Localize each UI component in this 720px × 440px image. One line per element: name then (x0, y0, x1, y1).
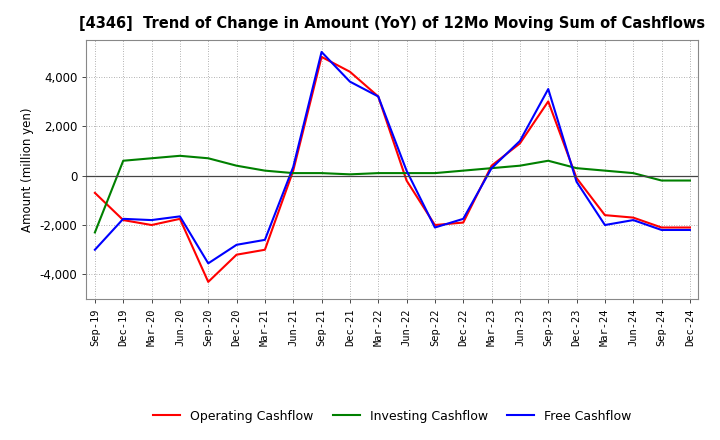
Operating Cashflow (91, 190, 99, 195)
Investing Cashflow (600, 168, 609, 173)
Operating Cashflow (176, 216, 184, 221)
Free Cashflow (374, 94, 382, 99)
Free Cashflow (459, 216, 467, 221)
Operating Cashflow (544, 99, 552, 104)
Free Cashflow (119, 216, 127, 221)
Investing Cashflow (431, 170, 439, 176)
Free Cashflow (91, 247, 99, 253)
Investing Cashflow (572, 165, 581, 171)
Investing Cashflow (91, 230, 99, 235)
Operating Cashflow (600, 213, 609, 218)
Operating Cashflow (459, 220, 467, 225)
Free Cashflow (233, 242, 241, 247)
Investing Cashflow (346, 172, 354, 177)
Free Cashflow (402, 168, 411, 173)
Operating Cashflow (119, 217, 127, 223)
Investing Cashflow (261, 168, 269, 173)
Operating Cashflow (685, 225, 694, 230)
Operating Cashflow (233, 252, 241, 257)
Line: Free Cashflow: Free Cashflow (95, 52, 690, 264)
Operating Cashflow (289, 168, 297, 173)
Y-axis label: Amount (million yen): Amount (million yen) (21, 107, 34, 231)
Investing Cashflow (289, 170, 297, 176)
Title: [4346]  Trend of Change in Amount (YoY) of 12Mo Moving Sum of Cashflows: [4346] Trend of Change in Amount (YoY) o… (79, 16, 706, 32)
Operating Cashflow (516, 141, 524, 146)
Investing Cashflow (374, 170, 382, 176)
Free Cashflow (204, 261, 212, 266)
Free Cashflow (572, 179, 581, 184)
Free Cashflow (544, 86, 552, 92)
Investing Cashflow (544, 158, 552, 163)
Investing Cashflow (629, 170, 637, 176)
Free Cashflow (629, 217, 637, 223)
Operating Cashflow (487, 163, 496, 169)
Free Cashflow (148, 217, 156, 223)
Operating Cashflow (402, 178, 411, 183)
Operating Cashflow (261, 247, 269, 253)
Investing Cashflow (204, 156, 212, 161)
Investing Cashflow (176, 153, 184, 158)
Legend: Operating Cashflow, Investing Cashflow, Free Cashflow: Operating Cashflow, Investing Cashflow, … (148, 405, 636, 428)
Line: Operating Cashflow: Operating Cashflow (95, 57, 690, 282)
Operating Cashflow (346, 69, 354, 74)
Free Cashflow (431, 225, 439, 230)
Operating Cashflow (148, 222, 156, 227)
Operating Cashflow (204, 279, 212, 285)
Investing Cashflow (487, 165, 496, 171)
Free Cashflow (685, 227, 694, 233)
Free Cashflow (261, 237, 269, 242)
Operating Cashflow (629, 215, 637, 220)
Free Cashflow (318, 49, 326, 55)
Free Cashflow (600, 222, 609, 227)
Investing Cashflow (402, 170, 411, 176)
Investing Cashflow (459, 168, 467, 173)
Free Cashflow (346, 79, 354, 84)
Free Cashflow (657, 227, 666, 233)
Operating Cashflow (431, 222, 439, 227)
Free Cashflow (516, 138, 524, 143)
Line: Investing Cashflow: Investing Cashflow (95, 156, 690, 232)
Investing Cashflow (148, 156, 156, 161)
Investing Cashflow (318, 170, 326, 176)
Free Cashflow (176, 214, 184, 219)
Operating Cashflow (318, 54, 326, 59)
Operating Cashflow (374, 94, 382, 99)
Free Cashflow (289, 164, 297, 169)
Investing Cashflow (685, 178, 694, 183)
Free Cashflow (487, 165, 496, 171)
Operating Cashflow (657, 225, 666, 230)
Investing Cashflow (657, 178, 666, 183)
Investing Cashflow (119, 158, 127, 163)
Investing Cashflow (516, 163, 524, 169)
Investing Cashflow (233, 163, 241, 169)
Operating Cashflow (572, 176, 581, 181)
